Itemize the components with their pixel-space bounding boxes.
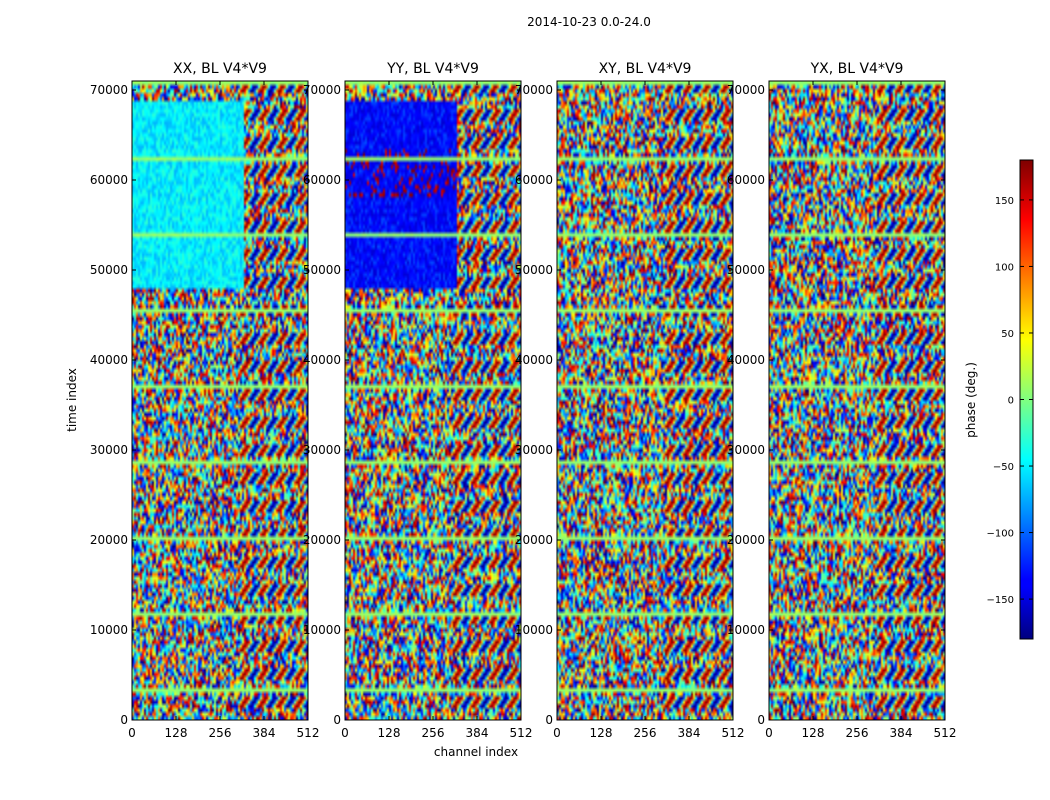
colorbar-tick-label: 0	[1008, 396, 1014, 407]
y-tick-label: 60000	[727, 173, 765, 187]
colorbar-tick-label: 100	[995, 262, 1014, 273]
panel-title: XY, BL V4*V9	[599, 61, 692, 77]
panel-1: XX, BL V4*V9 0 128 256 384 512 0 10000 20000 3000…	[90, 61, 320, 740]
y-axis-label: time index	[65, 368, 79, 432]
y-tick-label: 60000	[303, 173, 341, 187]
y-tick-label: 10000	[727, 623, 765, 637]
x-tick-label: 256	[634, 726, 657, 740]
y-tick-label: 70000	[515, 83, 553, 97]
colorbar-tick-label: −100	[987, 529, 1014, 540]
y-tick-label: 60000	[90, 173, 128, 187]
x-tick-label: 384	[678, 726, 701, 740]
y-tick-label: 70000	[727, 83, 765, 97]
y-tick-label: 40000	[515, 353, 553, 367]
x-tick-label: 0	[128, 726, 136, 740]
x-tick-label: 512	[722, 726, 745, 740]
heatmap-image	[769, 81, 945, 720]
panel-title: YX, BL V4*V9	[810, 61, 904, 77]
y-tick-label: 40000	[90, 353, 128, 367]
y-tick-label: 0	[757, 713, 765, 727]
heatmap-image	[132, 81, 308, 720]
y-tick-label: 30000	[515, 443, 553, 457]
y-tick-label: 70000	[303, 83, 341, 97]
panels: XX, BL V4*V9 0 128 256 384 512 0 10000 20000 3000…	[90, 61, 957, 740]
y-tick-label: 30000	[727, 443, 765, 457]
y-tick-label: 20000	[90, 533, 128, 547]
y-tick-label: 30000	[303, 443, 341, 457]
panel-2: YY, BL V4*V9 0 128 256 384 512 0 10000 20000 3000…	[303, 61, 533, 740]
x-tick-label: 128	[165, 726, 188, 740]
y-tick-label: 20000	[303, 533, 341, 547]
heatmap-image	[345, 81, 521, 720]
colorbar: −150 −100 −50 0 50 100 150 phase (deg.)	[964, 159, 1034, 640]
x-tick-label: 384	[253, 726, 276, 740]
colorbar-tick-label: 150	[995, 196, 1014, 207]
x-tick-label: 512	[510, 726, 533, 740]
y-tick-label: 50000	[515, 263, 553, 277]
x-tick-label: 128	[802, 726, 825, 740]
y-tick-label: 50000	[303, 263, 341, 277]
figure-suptitle: 2014-10-23 0.0-24.0	[527, 15, 651, 29]
x-tick-label: 256	[209, 726, 232, 740]
x-axis-label: channel index	[434, 745, 518, 759]
colorbar-tick-label: −150	[987, 595, 1014, 606]
y-tick-label: 40000	[303, 353, 341, 367]
x-tick-label: 384	[466, 726, 489, 740]
colorbar-tick-label: −50	[993, 462, 1014, 473]
x-tick-label: 0	[341, 726, 349, 740]
colorbar-label: phase (deg.)	[964, 362, 978, 438]
x-tick-label: 512	[934, 726, 957, 740]
y-tick-label: 30000	[90, 443, 128, 457]
y-tick-label: 70000	[90, 83, 128, 97]
panel-title: YY, BL V4*V9	[386, 61, 479, 77]
y-tick-label: 0	[545, 713, 553, 727]
colorbar-ticks: −150 −100 −50 0 50 100 150	[987, 196, 1033, 606]
x-tick-label: 128	[590, 726, 613, 740]
y-tick-label: 10000	[90, 623, 128, 637]
panel-title: XX, BL V4*V9	[173, 61, 267, 77]
y-tick-label: 60000	[515, 173, 553, 187]
x-tick-label: 0	[765, 726, 773, 740]
y-tick-label: 40000	[727, 353, 765, 367]
y-tick-label: 20000	[727, 533, 765, 547]
y-tick-label: 10000	[515, 623, 553, 637]
x-tick-label: 256	[846, 726, 869, 740]
x-tick-label: 128	[378, 726, 401, 740]
y-tick-label: 10000	[303, 623, 341, 637]
y-tick-label: 0	[120, 713, 128, 727]
x-tick-label: 256	[422, 726, 445, 740]
colorbar-tick-label: 50	[1001, 329, 1014, 340]
y-tick-label: 50000	[90, 263, 128, 277]
x-tick-label: 0	[553, 726, 561, 740]
y-tick-label: 20000	[515, 533, 553, 547]
y-tick-label: 50000	[727, 263, 765, 277]
panel-4: YX, BL V4*V9 0 128 256 384 512 0 10000 20000 3000…	[727, 61, 957, 740]
y-tick-label: 0	[333, 713, 341, 727]
panel-3: XY, BL V4*V9 0 128 256 384 512 0 10000 20000 3000…	[515, 61, 745, 740]
x-tick-label: 384	[890, 726, 913, 740]
heatmap-image	[557, 81, 733, 720]
x-tick-label: 512	[297, 726, 320, 740]
